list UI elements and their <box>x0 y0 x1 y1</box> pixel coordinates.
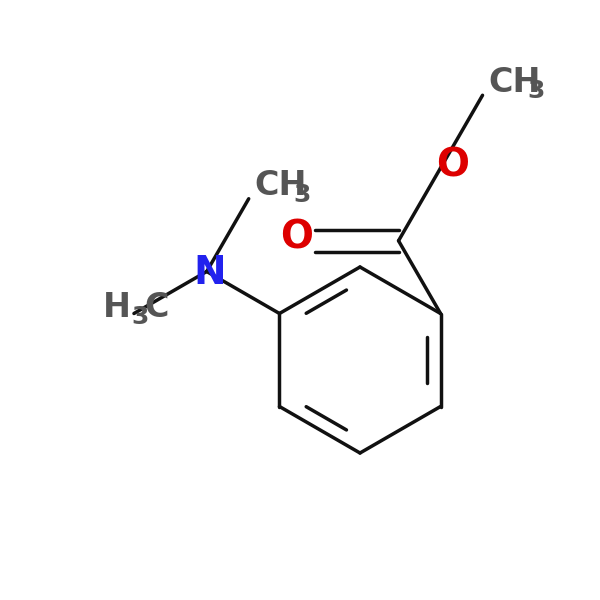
Text: 3: 3 <box>131 304 148 329</box>
Text: H: H <box>103 291 131 324</box>
Text: CH: CH <box>255 169 307 202</box>
Text: O: O <box>280 219 313 257</box>
Text: 3: 3 <box>527 79 545 103</box>
Text: 3: 3 <box>294 182 311 206</box>
Text: CH: CH <box>488 65 541 98</box>
Text: O: O <box>436 146 469 184</box>
Text: N: N <box>193 254 226 292</box>
Text: C: C <box>145 291 169 324</box>
